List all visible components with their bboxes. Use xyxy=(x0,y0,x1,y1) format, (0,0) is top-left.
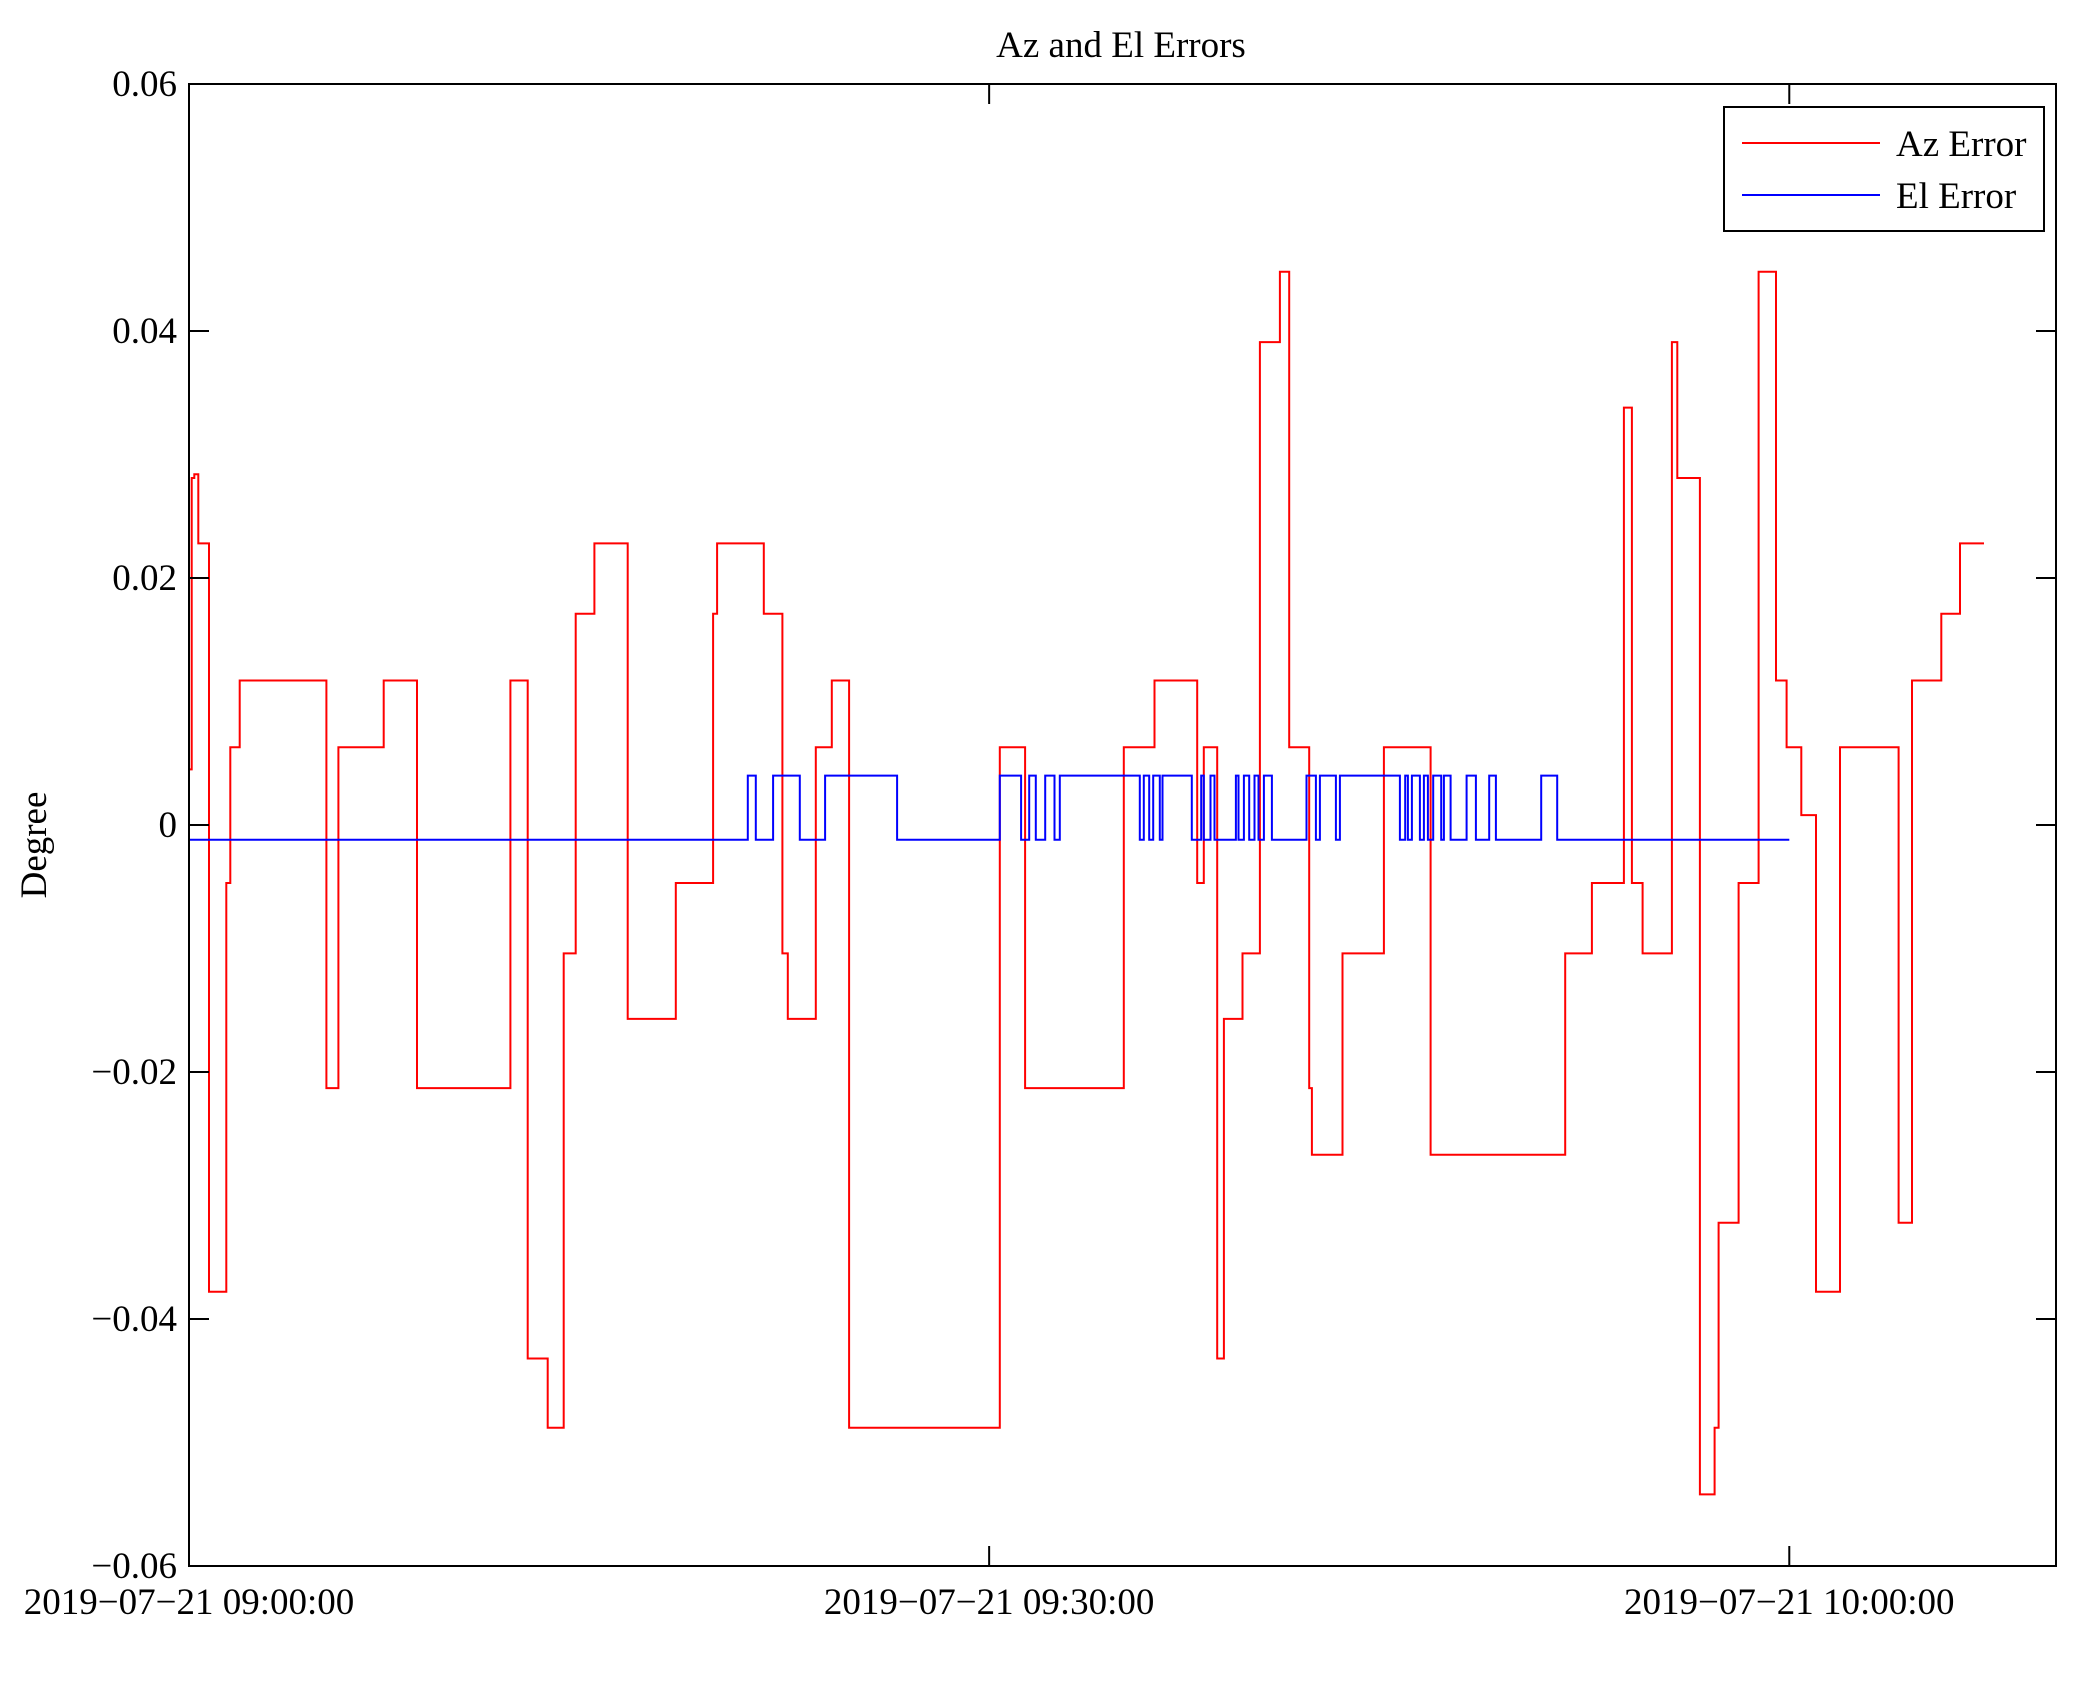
legend-label-el-error: El Error xyxy=(1896,176,2016,217)
legend-box xyxy=(1723,106,2045,232)
x-tick-label: 2019−07−21 10:00:00 xyxy=(1624,1582,1955,1623)
y-axis-label: Degree xyxy=(14,792,55,899)
y-tick-label: 0.04 xyxy=(112,311,177,352)
series-layer xyxy=(189,270,1984,1496)
legend-label-az-error: Az Error xyxy=(1896,124,2026,165)
series-line-az-error xyxy=(189,270,1984,1496)
y-tick-label: 0.06 xyxy=(112,64,177,105)
y-tick-label: 0 xyxy=(159,805,178,846)
y-tick-label: −0.04 xyxy=(91,1299,177,1340)
x-tick-label: 2019−07−21 09:00:00 xyxy=(24,1582,355,1623)
chart-title: Az and El Errors xyxy=(996,25,1246,66)
x-tick-label: 2019−07−21 09:30:00 xyxy=(824,1582,1155,1623)
series-line-el-error xyxy=(189,774,1790,841)
legend: Az Error El Error xyxy=(1723,106,2045,232)
y-tick-label: −0.06 xyxy=(91,1546,177,1587)
y-tick-label: 0.02 xyxy=(112,558,177,599)
y-tick-label: −0.02 xyxy=(91,1052,177,1093)
